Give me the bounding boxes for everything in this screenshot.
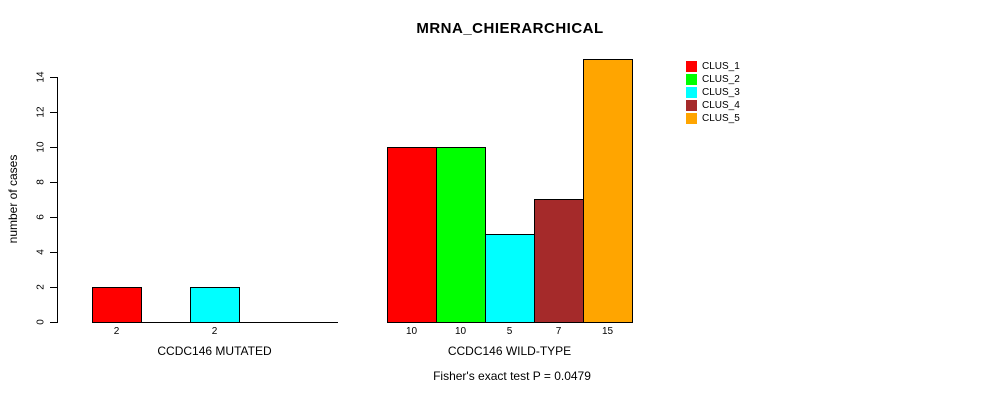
y-axis-tick xyxy=(50,287,57,288)
legend-swatch-icon xyxy=(686,113,697,124)
y-axis-tick xyxy=(50,182,57,183)
bar-value-label: 7 xyxy=(555,326,562,337)
bar-clus_4 xyxy=(534,199,584,323)
y-axis-tick xyxy=(50,147,57,148)
legend-label: CLUS_4 xyxy=(702,100,740,111)
bar-value-label: 10 xyxy=(454,326,467,337)
y-axis-tick xyxy=(50,217,57,218)
y-axis-tick xyxy=(50,322,57,323)
bar-value-label: 15 xyxy=(601,326,614,337)
bar-value-label: 2 xyxy=(113,326,120,337)
y-axis-tick xyxy=(50,77,57,78)
y-axis-tick-label: 10 xyxy=(35,141,47,153)
bar-clus_1 xyxy=(92,287,142,323)
legend-label: CLUS_3 xyxy=(702,87,740,98)
group-label: CCDC146 WILD-TYPE xyxy=(447,344,572,358)
legend-label: CLUS_1 xyxy=(702,61,740,72)
group-label: CCDC146 MUTATED xyxy=(157,344,272,358)
y-axis-line xyxy=(57,77,58,323)
bar-clus_2 xyxy=(436,147,486,323)
legend-item-clus_5: CLUS_5 xyxy=(686,112,740,125)
bar-clus_3 xyxy=(485,234,535,323)
bar-value-label: 10 xyxy=(405,326,418,337)
fisher-test-annotation: Fisher's exact test P = 0.0479 xyxy=(433,369,591,383)
zero-bar-clus_2 xyxy=(141,322,191,323)
zero-bar-clus_4 xyxy=(239,322,289,323)
legend-item-clus_4: CLUS_4 xyxy=(686,99,740,112)
chart-title: MRNA_CHIERARCHICAL xyxy=(416,20,604,37)
legend-label: CLUS_5 xyxy=(702,113,740,124)
legend-swatch-icon xyxy=(686,87,697,98)
bar-value-label: 5 xyxy=(506,326,513,337)
y-axis-tick-label: 12 xyxy=(35,106,47,118)
zero-bar-clus_5 xyxy=(288,322,338,323)
legend-item-clus_1: CLUS_1 xyxy=(686,60,740,73)
y-axis-tick-label: 2 xyxy=(35,284,47,290)
bar-clus_5 xyxy=(583,59,633,323)
y-axis-tick xyxy=(50,112,57,113)
legend-label: CLUS_2 xyxy=(702,74,740,85)
y-axis-tick-label: 8 xyxy=(35,179,47,185)
y-axis-tick-label: 0 xyxy=(35,319,47,325)
legend: CLUS_1 CLUS_2 CLUS_3 CLUS_4 CLUS_5 xyxy=(686,60,740,125)
bar-clus_3 xyxy=(190,287,240,323)
bar-clus_1 xyxy=(387,147,437,323)
legend-swatch-icon xyxy=(686,74,697,85)
y-axis-tick-label: 14 xyxy=(35,71,47,83)
legend-item-clus_3: CLUS_3 xyxy=(686,86,740,99)
legend-item-clus_2: CLUS_2 xyxy=(686,73,740,86)
y-axis-tick xyxy=(50,252,57,253)
legend-swatch-icon xyxy=(686,100,697,111)
bar-value-label: 2 xyxy=(211,326,218,337)
legend-swatch-icon xyxy=(686,61,697,72)
y-axis-tick-label: 6 xyxy=(35,214,47,220)
y-axis-tick-label: 4 xyxy=(35,249,47,255)
